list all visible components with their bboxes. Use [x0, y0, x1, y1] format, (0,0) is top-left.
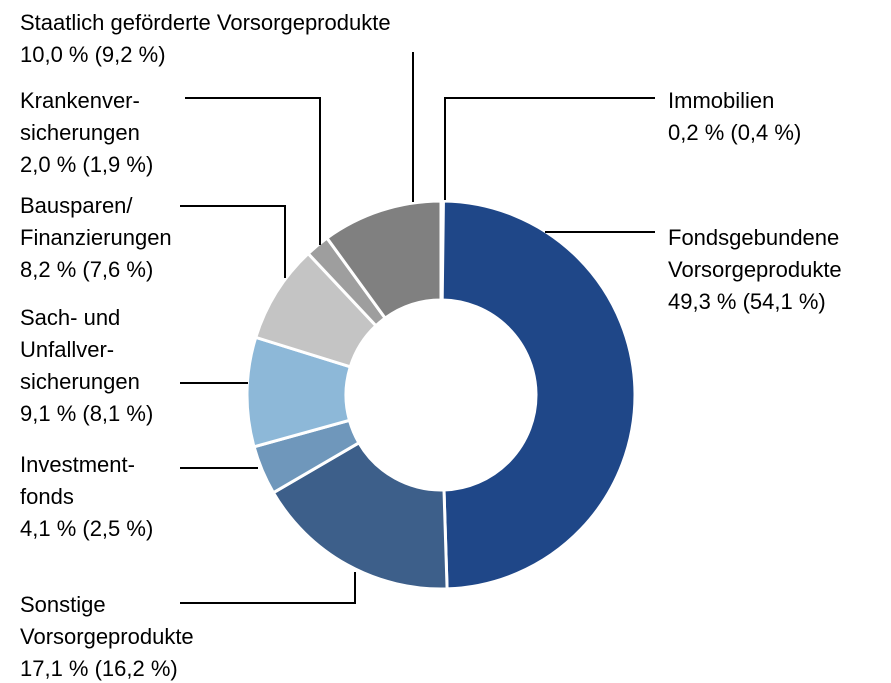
leader-line — [180, 205, 286, 278]
donut-segment — [271, 440, 449, 591]
value-label: 49,3 % (54,1 %) — [668, 289, 826, 314]
category-label: Investment-fonds — [20, 452, 135, 509]
category-label: Sach- und Unfallver-sicherungen — [20, 305, 140, 394]
category-label: Fondsgebundene Vorsorgeprodukte — [668, 225, 842, 282]
category-label: Krankenver-sicherungen — [20, 88, 140, 145]
value-label: 17,1 % (16,2 %) — [20, 656, 178, 681]
leader-line — [444, 97, 655, 200]
leader-line — [185, 97, 321, 245]
category-label: Immobilien — [668, 88, 774, 113]
leader-line — [180, 572, 356, 604]
value-label: 8,2 % (7,6 %) — [20, 257, 153, 282]
category-label: Sonstige Vorsorgeprodukte — [20, 592, 194, 649]
value-label: 10,0 % (9,2 %) — [20, 42, 166, 67]
value-label: 2,0 % (1,9 %) — [20, 152, 153, 177]
category-label: Staatlich geförderte Vorsorgeprodukte — [20, 10, 391, 35]
category-label: Bausparen/Finanzierungen — [20, 193, 172, 250]
donut-segment — [324, 199, 443, 321]
value-label: 4,1 % (2,5 %) — [20, 516, 153, 541]
value-label: 0,2 % (0,4 %) — [668, 120, 801, 145]
donut-segment — [440, 199, 637, 591]
value-label: 9,1 % (8,1 %) — [20, 401, 153, 426]
